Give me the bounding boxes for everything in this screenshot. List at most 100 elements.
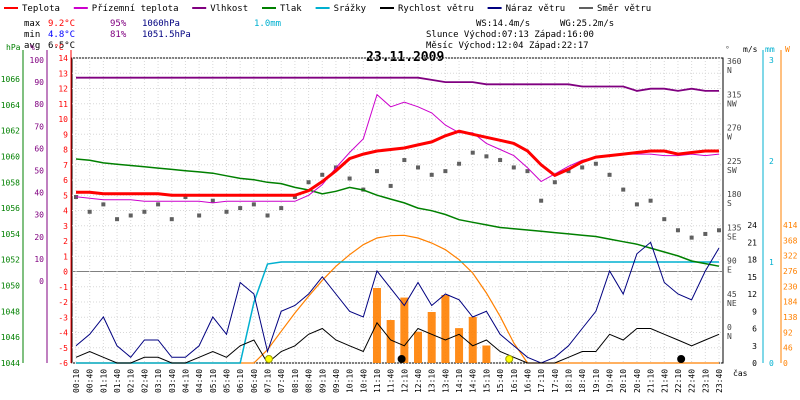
axis-label: °C	[54, 43, 64, 52]
tick-label: 92	[783, 328, 793, 337]
x-tick-label: 10:10	[346, 369, 355, 393]
x-tick-label: 05:10	[209, 369, 218, 393]
wind-dir-point	[251, 202, 256, 207]
wind-dir-point	[265, 213, 270, 218]
axes: hPa1044104610481050105210541056105810601…	[1, 43, 798, 368]
x-tick-label: 13:40	[441, 369, 450, 393]
tick-label: 9	[63, 130, 68, 139]
stat-min-label: min	[24, 30, 40, 40]
x-tick-label: 08:10	[291, 369, 300, 393]
tick-label: -1	[58, 283, 68, 292]
legend-item: Náraz větru	[487, 4, 565, 14]
info-moon: Měsíc Východ:12:04 Západ:22:17	[426, 41, 589, 51]
wind-dir-point	[142, 209, 147, 214]
tick-label: 1060	[1, 152, 20, 161]
wind-dir-point	[662, 217, 667, 222]
tick-label: W	[727, 133, 732, 142]
tick-label: 6	[63, 176, 68, 185]
tick-label: 368	[783, 236, 798, 245]
x-tick-label: 00:40	[86, 369, 95, 393]
wind-dir-point	[429, 172, 434, 177]
x-tick-label: 19:10	[592, 369, 601, 393]
tick-label: 30	[34, 211, 44, 220]
tick-label: -6	[58, 359, 68, 368]
x-tick-label: 21:10	[647, 369, 656, 393]
x-tick-label: 07:40	[277, 369, 286, 393]
legend-item: Přízemní teplota	[73, 4, 179, 14]
legend-label: Srážky	[334, 4, 367, 14]
x-tick-label: 11:40	[387, 369, 396, 393]
tick-label: 138	[783, 313, 798, 322]
legend-item: Vlhkost	[192, 4, 248, 14]
tick-label: 1066	[1, 75, 20, 84]
series-line-sun	[76, 234, 719, 364]
tick-label: 3	[63, 222, 68, 231]
tick-label: 0	[752, 359, 757, 368]
wind-dir-point	[169, 217, 174, 222]
sun-bar	[386, 320, 395, 363]
wind-dir-point	[87, 209, 92, 214]
wind-dir-point	[320, 172, 325, 177]
tick-label: 15	[747, 273, 757, 282]
x-tick-label: 07:10	[264, 369, 273, 393]
axis-label: °	[725, 45, 730, 54]
sun-bar	[455, 328, 464, 363]
tick-label: 0	[783, 359, 788, 368]
tick-label: 90	[727, 257, 737, 266]
wind-dir-point	[498, 158, 503, 163]
x-tick-label: 22:10	[674, 369, 683, 393]
series-line	[76, 261, 719, 364]
legend-label: Teplota	[22, 4, 60, 14]
wind-dir-point	[279, 206, 284, 211]
tick-label: 13	[58, 69, 68, 78]
info-sun: Slunce Východ:07:13 Západ:16:00	[426, 30, 594, 40]
axis-label: hPa	[6, 43, 21, 52]
wind-dir-point	[539, 198, 544, 203]
series-layer	[74, 76, 721, 364]
wind-dir-point	[388, 183, 393, 188]
sun-bar	[400, 297, 409, 363]
x-tick-label: 16:40	[523, 369, 532, 393]
axis-label: W	[785, 45, 790, 54]
wind-dir-point	[580, 165, 585, 170]
tick-label: 11	[58, 100, 68, 109]
sun-bar	[372, 288, 381, 363]
x-tick-label: 16:10	[510, 369, 519, 393]
stat-avg-temp: 6.5°C	[48, 41, 75, 51]
wind-dir-point	[689, 235, 694, 240]
wind-dir-point	[197, 213, 202, 218]
wind-dir-point	[238, 206, 243, 211]
wind-dir-point	[306, 180, 311, 185]
tick-label: 40	[34, 189, 44, 198]
stat-avg-label: avg	[24, 41, 40, 51]
tick-label: NW	[727, 99, 737, 108]
x-tick-label: 22:40	[688, 369, 697, 393]
x-tick-label: 03:40	[168, 369, 177, 393]
tick-label: 1052	[1, 256, 20, 265]
tick-label: NE	[727, 299, 737, 308]
x-tick-label: 18:10	[565, 369, 574, 393]
stat-rain: 1.0mm	[254, 19, 281, 29]
wind-dir-point	[457, 161, 462, 166]
moonrise-marker	[397, 355, 406, 363]
axis-label: mm	[765, 45, 775, 54]
wind-dir-point	[525, 169, 530, 174]
legend: Teplota Přízemní teplota Vlhkost Tlak Srážky…	[4, 4, 651, 14]
wind-dir-point	[703, 231, 708, 236]
legend-item: Srážky	[315, 4, 367, 14]
tick-label: 1044	[1, 359, 20, 368]
series-line	[75, 321, 720, 364]
x-tick-label: 14:10	[455, 369, 464, 393]
info-ws: WS:14.4m/s	[476, 19, 530, 29]
tick-label: S	[727, 199, 732, 208]
x-tick-label: 00:10	[72, 369, 81, 393]
sun-bar	[427, 312, 436, 363]
tick-label: SW	[727, 166, 737, 175]
tick-label: N	[727, 332, 732, 341]
tick-label: 360	[727, 57, 742, 66]
tick-label: 5	[63, 191, 68, 200]
tick-label: 2	[769, 157, 774, 166]
legend-label: Směr větru	[597, 4, 651, 14]
sunset-marker	[505, 355, 514, 363]
tick-label: 90	[34, 78, 44, 87]
